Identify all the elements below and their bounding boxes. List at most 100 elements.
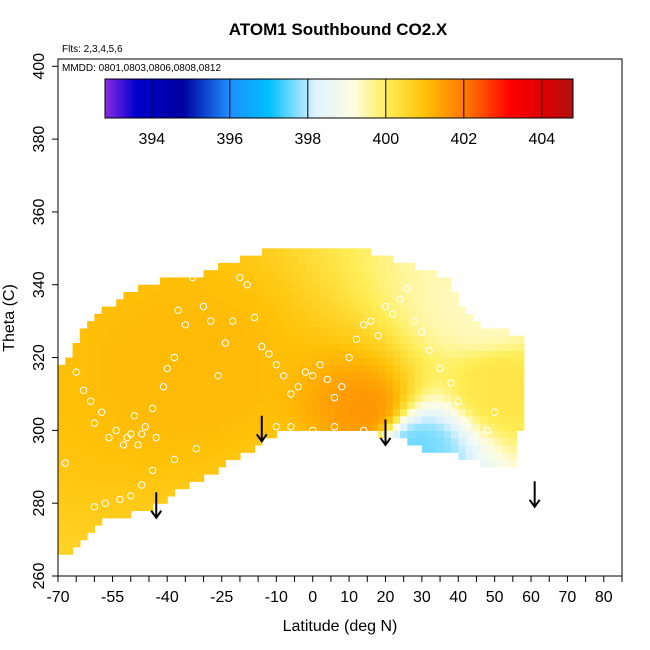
field-cell (210, 270, 219, 279)
field-cell (414, 335, 423, 344)
field-cell (407, 379, 416, 388)
field-cell (349, 284, 357, 293)
field-cell (108, 379, 117, 388)
field-cell (472, 437, 481, 446)
field-cell (370, 328, 379, 337)
field-cell (181, 430, 190, 439)
field-cell (356, 423, 365, 431)
field-cell (152, 393, 161, 402)
field-cell (65, 372, 74, 380)
field-cell (188, 372, 197, 380)
field-cell (167, 335, 176, 344)
field-cell (487, 386, 496, 395)
field-cell (465, 386, 474, 395)
field-cell (232, 415, 241, 424)
field-cell (443, 357, 452, 366)
field-cell (334, 292, 343, 300)
field-cell (421, 313, 430, 322)
field-cell (225, 306, 234, 315)
field-cell (218, 379, 226, 388)
field-cell (181, 342, 190, 351)
field-cell (239, 342, 248, 351)
field-cell (356, 335, 365, 344)
field-cell (145, 313, 154, 322)
field-cell (167, 488, 176, 497)
field-cell (247, 255, 256, 264)
field-cell (152, 452, 161, 461)
field-cell (472, 386, 481, 395)
field-cell (247, 408, 256, 417)
field-cell (72, 379, 81, 388)
field-cell (414, 313, 423, 322)
field-cell (225, 335, 234, 344)
field-cell (152, 342, 161, 351)
field-cell (385, 262, 394, 271)
field-cell (218, 335, 226, 344)
field-cell (254, 357, 263, 366)
field-cell (210, 292, 219, 300)
field-cell (443, 437, 452, 446)
field-cell (188, 430, 197, 439)
field-cell (501, 328, 510, 337)
field-cell (167, 386, 176, 395)
field-cell (79, 350, 88, 359)
field-cell (123, 364, 132, 373)
field-cell (363, 277, 372, 286)
field-cell (487, 364, 496, 373)
field-cell (349, 328, 357, 337)
field-cell (443, 306, 452, 315)
field-cell (349, 342, 357, 351)
field-cell (174, 335, 183, 344)
field-cell (72, 393, 81, 402)
field-cell (58, 444, 66, 453)
field-cell (130, 306, 139, 315)
field-cell (167, 430, 176, 439)
field-cell (188, 437, 197, 446)
field-cell (116, 299, 125, 308)
field-cell (130, 481, 139, 490)
field-cell (87, 350, 95, 359)
field-cell (196, 342, 205, 351)
colorbar-tick-label: 400 (372, 131, 399, 148)
field-cell (72, 342, 81, 351)
field-cell (319, 364, 328, 373)
field-cell (487, 379, 496, 388)
field-cell (487, 437, 496, 446)
field-cell (261, 401, 270, 410)
field-cell (123, 372, 132, 380)
field-cell (269, 262, 277, 271)
field-cell (196, 299, 205, 308)
field-cell (210, 328, 219, 337)
field-cell (254, 350, 263, 359)
field-cell (130, 459, 139, 468)
field-cell (487, 415, 496, 424)
field-cell (290, 255, 299, 264)
field-cell (327, 364, 336, 373)
field-cell (108, 474, 117, 482)
field-cell (305, 248, 314, 257)
field-cell (450, 357, 459, 366)
field-cell (232, 408, 241, 417)
sample-point (90, 419, 99, 427)
field-cell (210, 393, 219, 402)
field-cell (116, 430, 125, 439)
field-cell (188, 299, 197, 308)
field-cell (290, 408, 299, 417)
field-cell (421, 277, 430, 286)
field-cell (450, 372, 459, 380)
field-cell (312, 248, 321, 257)
sample-point (309, 426, 317, 435)
field-cell (94, 393, 103, 402)
field-cell (392, 401, 401, 410)
sample-point (79, 386, 88, 394)
field-cell (305, 342, 314, 351)
field-cell (101, 481, 110, 490)
field-cell (138, 299, 146, 308)
field-cell (210, 423, 219, 431)
field-cell (349, 321, 357, 330)
field-cell (290, 306, 299, 315)
field-cell (101, 401, 110, 410)
field-cell (108, 423, 117, 431)
y-tick-label: 400 (31, 53, 48, 80)
field-cell (232, 393, 241, 402)
